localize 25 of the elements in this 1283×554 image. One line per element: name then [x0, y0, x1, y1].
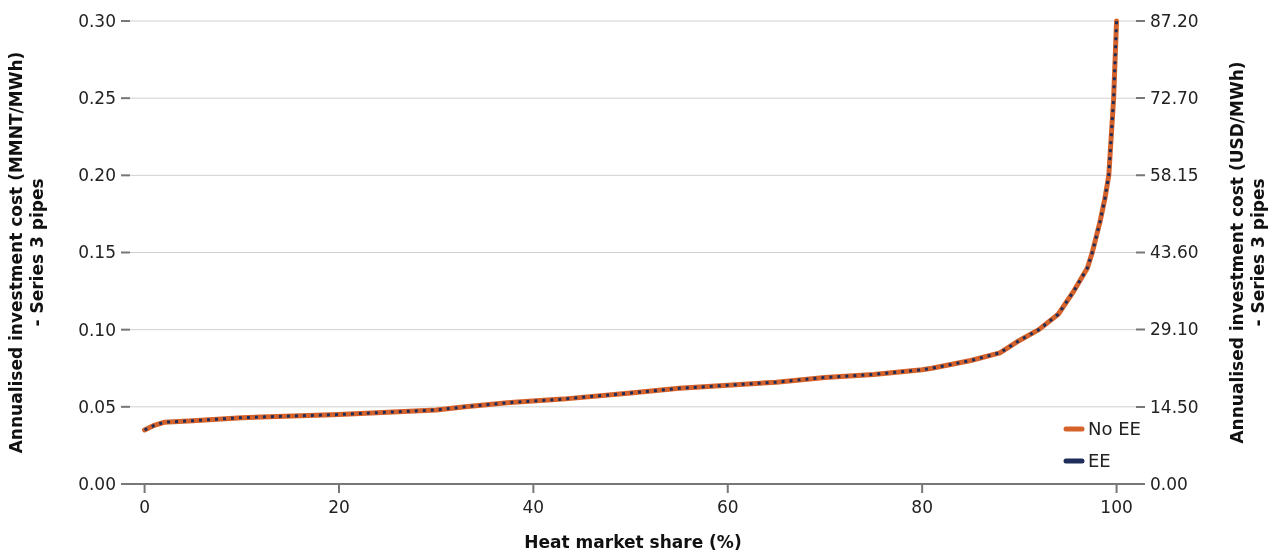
x-axis-title: Heat market share (%)	[524, 532, 742, 552]
y2-tick-label: 0.00	[1150, 473, 1188, 494]
y2-tick-label: 58.15	[1150, 165, 1199, 186]
legend-label: No EE	[1088, 418, 1141, 440]
y2-tick-label: 29.10	[1150, 319, 1199, 340]
x-tick-label: 40	[522, 497, 545, 517]
y-tick-label: 0.05	[78, 396, 116, 417]
y-tick-label: 0.30	[78, 10, 116, 31]
x-tick-label: 100	[1100, 497, 1133, 517]
y2-axis-title: Annualised investment cost (USD/MWh) - Series 3 pipes	[1227, 61, 1268, 444]
y-tick-label: 0.00	[78, 473, 116, 494]
y-tick-label: 0.20	[78, 165, 116, 186]
legend-label: EE	[1088, 450, 1111, 472]
x-tick-label: 80	[911, 497, 933, 517]
y2-tick-label: 72.70	[1150, 87, 1199, 108]
y-axis-title: Annualised investment cost (MMNT/MWh) - Series 3 pipes	[6, 51, 47, 454]
y-tick-label: 0.15	[78, 242, 116, 263]
x-tick-label: 20	[328, 497, 350, 517]
y-tick-label: 0.10	[78, 319, 116, 340]
x-tick-label: 60	[716, 497, 739, 517]
y2-tick-label: 14.50	[1150, 396, 1199, 417]
y2-tick-label: 43.60	[1150, 242, 1199, 263]
y2-tick-label: 87.20	[1150, 10, 1199, 31]
y-tick-label: 0.25	[78, 88, 116, 109]
x-tick-label: 0	[139, 497, 150, 517]
